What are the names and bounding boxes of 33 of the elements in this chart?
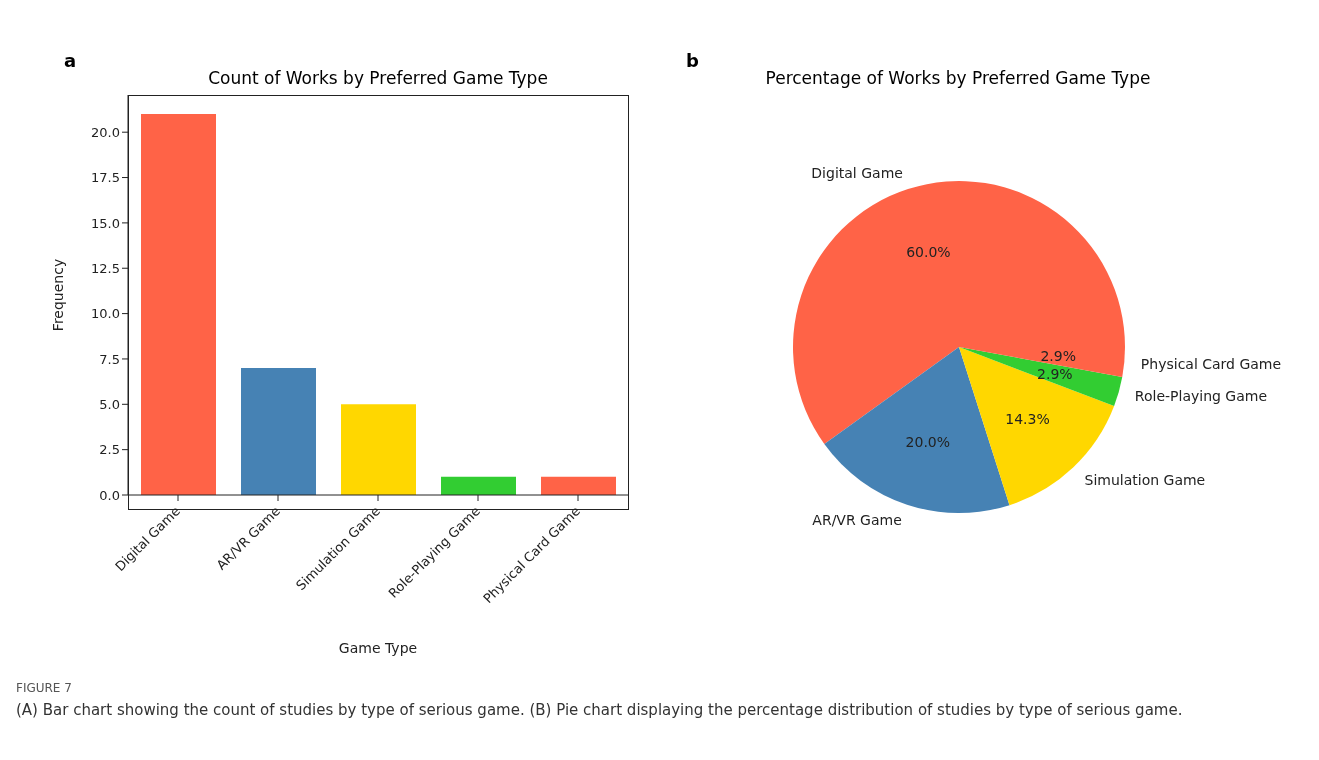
data-label: 2.9% — [1040, 348, 1076, 365]
data-label: 20.0% — [905, 433, 951, 450]
x-axis-title: Game Type — [338, 640, 418, 656]
chart-title: Percentage of Works by Preferred Game Type — [764, 68, 1152, 88]
chart-title: Count of Works by Preferred Game Type — [207, 68, 549, 88]
bar — [141, 114, 216, 495]
slice-label: Physical Card Game — [1140, 355, 1282, 372]
text: a — [64, 50, 77, 71]
slice-label: Simulation Game — [1084, 471, 1206, 488]
data-label: 60.0% — [906, 244, 951, 261]
y-tick-label: 7.5 — [99, 351, 120, 367]
bar — [441, 476, 516, 495]
y-tick-label: 2.5 — [99, 442, 120, 458]
y-tick-label: 5.0 — [99, 396, 120, 412]
slice-label: Digital Game — [811, 165, 903, 182]
data-label: 2.9% — [1037, 365, 1073, 382]
bar — [341, 404, 416, 495]
text: (A) Bar chart showing the count of studies by type of serious game. (B) Pie chart displaying the percentage distribution of studies by type of serious game. — [16, 700, 1184, 721]
data-label: 14.3% — [1005, 411, 1050, 428]
pie-slice — [959, 347, 1123, 407]
bar — [241, 368, 316, 495]
caption: FIGURE 7 — [16, 680, 73, 697]
y-tick-label: 20.0 — [91, 124, 120, 140]
text: b — [686, 50, 699, 71]
y-tick-label: 12.5 — [91, 260, 120, 276]
y-tick-label: 0.0 — [99, 487, 120, 503]
y-tick-label: 10.0 — [91, 306, 120, 322]
y-tick-label: 15.0 — [91, 215, 120, 231]
bar — [541, 476, 616, 495]
y-axis-title: Frequency — [49, 258, 66, 332]
pie-slice — [793, 181, 1125, 445]
slice-label: Role-Playing Game — [1134, 388, 1268, 405]
y-tick-label: 17.5 — [91, 170, 120, 186]
